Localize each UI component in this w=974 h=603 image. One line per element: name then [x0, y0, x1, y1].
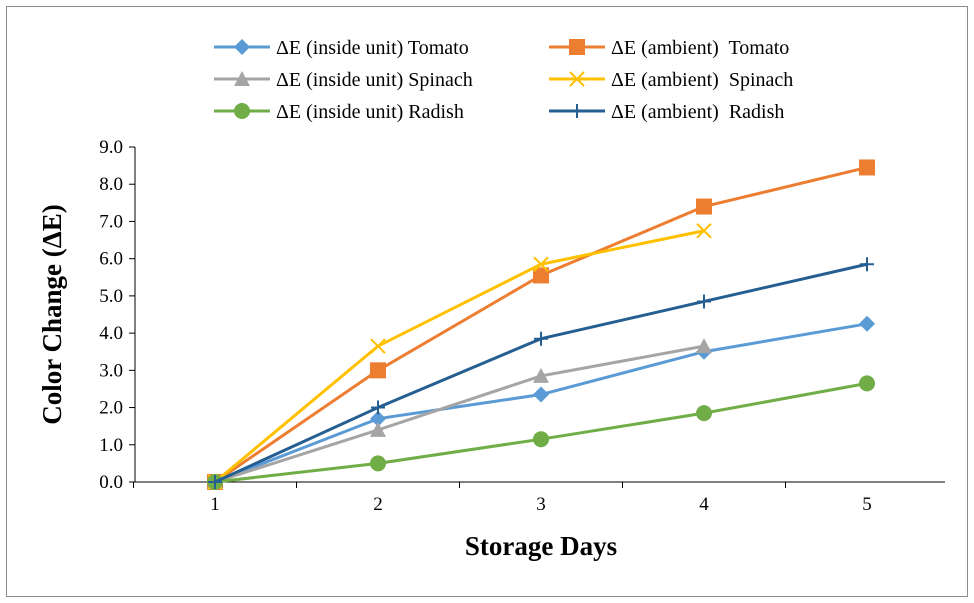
series-2: [207, 338, 712, 489]
legend-marker: [234, 103, 250, 119]
legend-label: ΔE (ambient) Spinach: [611, 69, 793, 91]
data-point: [533, 267, 549, 284]
legend-item: ΔE (ambient) Tomato: [549, 37, 789, 59]
data-point: [697, 294, 711, 309]
series-line: [214, 322, 868, 484]
legend-item: ΔE (inside unit) Radish: [214, 101, 464, 123]
y-tick-label: 6.0: [99, 249, 123, 270]
x-tick-label: 1: [210, 494, 220, 515]
x-tick-label: 4: [699, 494, 709, 515]
legend-marker: [569, 39, 585, 55]
data-point: [533, 386, 549, 403]
data-point: [696, 223, 712, 239]
y-tick-label: 2.0: [99, 398, 123, 419]
chart-frame: ΔE (inside unit) Tomato ΔE (ambient) Toma…: [6, 6, 968, 597]
legend-label: ΔE (inside unit) Spinach: [276, 69, 473, 91]
legend-item: ΔE (ambient) Spinach: [549, 69, 793, 91]
x-tick-label: 3: [536, 494, 546, 515]
data-point: [371, 400, 385, 415]
data-point: [859, 315, 875, 332]
y-tick-label: 0.0: [99, 472, 123, 493]
axes: 0.0 1.0 2.0 3.0 4.0 5.0 6.0 7.0 8.0 9.0 1 2 3 4 5: [99, 137, 945, 515]
data-point: [696, 338, 712, 354]
legend-label: ΔE (ambient) Radish: [611, 101, 784, 123]
x-tick-label: 2: [373, 494, 383, 515]
y-tick-label: 9.0: [99, 137, 123, 158]
data-point: [696, 198, 712, 215]
data-point: [370, 338, 386, 354]
series-line: [214, 229, 705, 484]
legend-item: ΔE (ambient) Radish: [549, 101, 784, 123]
data-point: [533, 367, 549, 383]
data-point: [696, 405, 712, 422]
x-axis-title: Storage Days: [465, 531, 617, 561]
data-point: [860, 257, 874, 272]
data-point: [859, 375, 875, 392]
y-tick-label: 3.0: [99, 360, 123, 381]
data-point: [370, 362, 386, 379]
y-tick-label: 8.0: [99, 174, 123, 195]
y-tick-label: 1.0: [99, 435, 123, 456]
legend-marker: [234, 39, 250, 55]
series-4: [207, 375, 875, 490]
data-point: [859, 159, 875, 176]
y-tick-label: 7.0: [99, 211, 123, 232]
legend-marker: [570, 104, 584, 118]
x-tick-label: 5: [862, 494, 872, 515]
legend-item: ΔE (inside unit) Spinach: [214, 69, 473, 91]
legend-label: ΔE (inside unit) Tomato: [276, 37, 469, 59]
y-tick-label: 4.0: [99, 323, 123, 344]
data-point: [370, 455, 386, 472]
y-axis-title: Color Change (ΔE): [37, 204, 67, 424]
data-point: [533, 256, 549, 272]
legend-item: ΔE (inside unit) Tomato: [214, 37, 469, 59]
legend-marker: [234, 71, 250, 86]
data-point: [208, 475, 222, 489]
legend-label: ΔE (ambient) Tomato: [611, 37, 789, 59]
line-chart: ΔE (inside unit) Tomato ΔE (ambient) Toma…: [37, 37, 945, 561]
data-point: [533, 431, 549, 448]
series-layer: [207, 159, 875, 490]
data-point: [534, 331, 548, 346]
data-point: [370, 421, 386, 437]
legend: ΔE (inside unit) Tomato ΔE (ambient) Toma…: [214, 37, 793, 123]
legend-label: ΔE (inside unit) Radish: [276, 101, 464, 123]
y-tick-label: 5.0: [99, 286, 123, 307]
series-line: [214, 344, 705, 484]
legend-marker: [569, 71, 585, 87]
data-point: [370, 410, 386, 427]
series-5: [208, 257, 874, 489]
